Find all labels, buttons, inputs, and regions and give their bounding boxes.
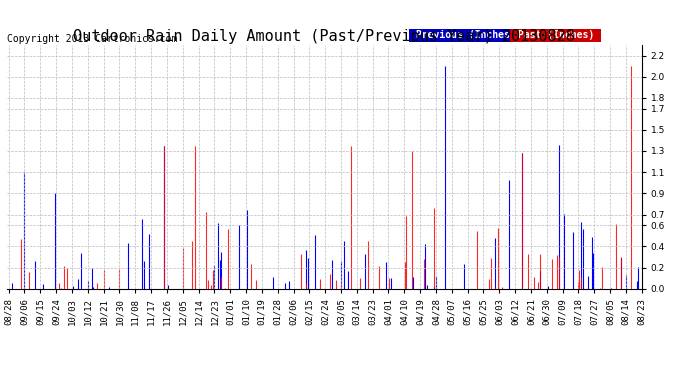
- Title: Outdoor Rain Daily Amount (Past/Previous Year) 20130828: Outdoor Rain Daily Amount (Past/Previous…: [73, 29, 575, 44]
- Text: Copyright 2013 Cartronics.com: Copyright 2013 Cartronics.com: [7, 34, 177, 44]
- Text: Previous (Inches): Previous (Inches): [410, 30, 522, 40]
- Text: Past (Inches): Past (Inches): [511, 30, 600, 40]
